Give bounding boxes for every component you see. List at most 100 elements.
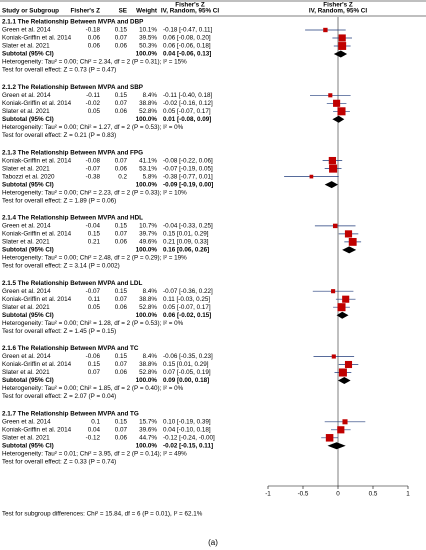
study-se: 0.15 [115, 353, 128, 360]
header-study: Study or Subgroup [2, 8, 59, 15]
study-name: Green et al. 2014 [2, 353, 51, 360]
group-title: 2.1.4 The Relationship Between MVPA and … [2, 215, 143, 222]
study-z: -0.06 [86, 353, 101, 360]
study-marker [337, 303, 346, 312]
subtotal-effect: -0.09 [-0.19, 0.00] [163, 181, 213, 188]
subtotal-weight: 100.0% [136, 116, 158, 123]
study-marker [337, 426, 345, 434]
study-effect: 0.05 [-0.07, 0.17] [163, 304, 211, 311]
study-name: Slater et al. 2021 [2, 434, 50, 441]
group-title: 2.1.7 The Relationship Between MVPA and … [2, 410, 139, 417]
study-se: 0.06 [115, 108, 128, 115]
subtotal-weight: 100.0% [136, 377, 158, 384]
header-effect-method: IV, Random, 95% CI [161, 8, 219, 15]
study-name: Koniak-Griffin et al. 2014 [2, 35, 72, 42]
study-weight: 53.1% [139, 165, 157, 172]
subtotal-effect: 0.04 [-0.06, 0.13] [163, 51, 211, 58]
subtotal-weight: 100.0% [136, 312, 158, 319]
study-z: 0.06 [88, 43, 101, 50]
subtotal-name: Subtotal (95% CI) [2, 442, 54, 449]
study-z: -0.04 [86, 223, 101, 230]
header-se: SE [119, 8, 127, 15]
subtotal-diamond [338, 377, 351, 384]
study-se: 0.15 [115, 418, 128, 425]
study-marker [342, 419, 348, 425]
study-se: 0.15 [115, 92, 128, 99]
subtotal-name: Subtotal (95% CI) [2, 181, 54, 188]
subtotal-weight: 100.0% [136, 247, 158, 254]
study-se: 0.07 [115, 296, 128, 303]
study-effect: -0.02 [-0.16, 0.12] [163, 100, 213, 107]
study-se: 0.06 [115, 239, 128, 246]
study-name: Koniak-Griffin et al. 2014 [2, 100, 72, 107]
subtotal-effect: 0.09 [0.00, 0.18] [163, 377, 209, 384]
study-effect: -0.38 [-0.77, 0.01] [163, 173, 213, 180]
study-se: 0.15 [115, 27, 128, 34]
subtotal-name: Subtotal (95% CI) [2, 312, 54, 319]
study-weight: 38.8% [139, 100, 157, 107]
study-effect: 0.11 [-0.03, 0.25] [163, 296, 210, 303]
subtotal-diamond [332, 115, 345, 123]
heterogeneity: Heterogeneity: Tau² = 0.00; Chi² = 2.23,… [2, 189, 187, 196]
study-z: 0.04 [88, 426, 101, 433]
study-weight: 39.6% [139, 426, 157, 433]
study-weight: 8.4% [143, 92, 158, 99]
study-weight: 39.7% [139, 231, 157, 238]
study-marker [332, 223, 338, 229]
overall-effect: Test for overall effect: Z = 0.21 (P = 0… [2, 132, 116, 139]
study-marker [331, 354, 336, 359]
study-marker [344, 360, 353, 369]
overall-effect: Test for overall effect: Z = 0.33 (P = 0… [2, 458, 116, 465]
study-effect: -0.04 [-0.33, 0.25] [163, 223, 213, 230]
study-name: Koniak-Griffin et al. 2014 [2, 157, 72, 164]
study-weight: 50.3% [139, 43, 157, 50]
study-marker [331, 289, 336, 294]
subtotal-name: Subtotal (95% CI) [2, 51, 54, 58]
study-effect: 0.04 [-0.10, 0.18] [163, 426, 211, 433]
study-name: Slater et al. 2021 [2, 369, 50, 376]
subtotal-weight: 100.0% [136, 51, 158, 58]
subtotal-diamond [342, 246, 357, 254]
study-z: -0.08 [86, 157, 101, 164]
study-effect: 0.10 [-0.19, 0.39] [163, 418, 211, 425]
study-name: Slater et al. 2021 [2, 43, 50, 50]
study-effect: 0.07 [-0.05, 0.19] [163, 369, 211, 376]
study-name: Koniak-Griffin et al. 2014 [2, 361, 72, 368]
study-effect: 0.15 [0.01, 0.29] [163, 361, 209, 368]
study-name: Slater et al. 2021 [2, 165, 50, 172]
subtotal-name: Subtotal (95% CI) [2, 377, 54, 384]
study-marker [309, 174, 314, 179]
study-se: 0.06 [115, 165, 128, 172]
overall-effect: Test for overall effect: Z = 0.73 (P = 0… [2, 67, 116, 74]
overall-effect: Test for overall effect: Z = 1.89 (P = 0… [2, 197, 116, 204]
study-se: 0.07 [115, 426, 128, 433]
subtotal-diamond [327, 442, 346, 450]
study-effect: -0.18 [-0.47, 0.11] [163, 27, 212, 34]
study-effect: 0.06 [-0.08, 0.20] [163, 35, 211, 42]
study-z: 0.15 [88, 231, 101, 238]
study-se: 0.07 [115, 361, 128, 368]
study-name: Slater et al. 2021 [2, 304, 50, 311]
heterogeneity: Heterogeneity: Tau² = 0.00; Chi² = 2.34,… [2, 59, 187, 66]
subtotal-diamond [333, 50, 348, 58]
subtotal-effect: 0.06 [-0.02, 0.15] [163, 312, 211, 319]
study-marker [328, 156, 337, 165]
study-effect: -0.07 [-0.19, 0.05] [163, 165, 213, 172]
header-effect-title: Fisher's Z [175, 2, 205, 9]
overall-effect: Test for overall effect: Z = 3.14 (P = 0… [2, 263, 120, 270]
study-name: Koniak-Griffin et al. 2014 [2, 426, 72, 433]
study-z: -0.38 [86, 173, 101, 180]
study-marker [338, 34, 346, 42]
study-weight: 10.7% [139, 223, 157, 230]
study-effect: -0.11 [-0.40, 0.18] [163, 92, 212, 99]
study-marker [342, 295, 350, 303]
study-z: -0.07 [86, 165, 101, 172]
study-name: Green et al. 2014 [2, 92, 51, 99]
study-name: Koniak-Griffin et al. 2014 [2, 296, 72, 303]
header-plot-title: Fisher's Z [323, 2, 353, 9]
study-effect: -0.12 [-0.24, -0.00] [163, 434, 215, 441]
study-z: 0.05 [88, 304, 101, 311]
subtotal-effect: 0.16 [0.06, 0.26] [163, 247, 209, 254]
study-se: 0.07 [115, 157, 128, 164]
header-plot-method: IV, Random, 95% CI [309, 8, 367, 15]
